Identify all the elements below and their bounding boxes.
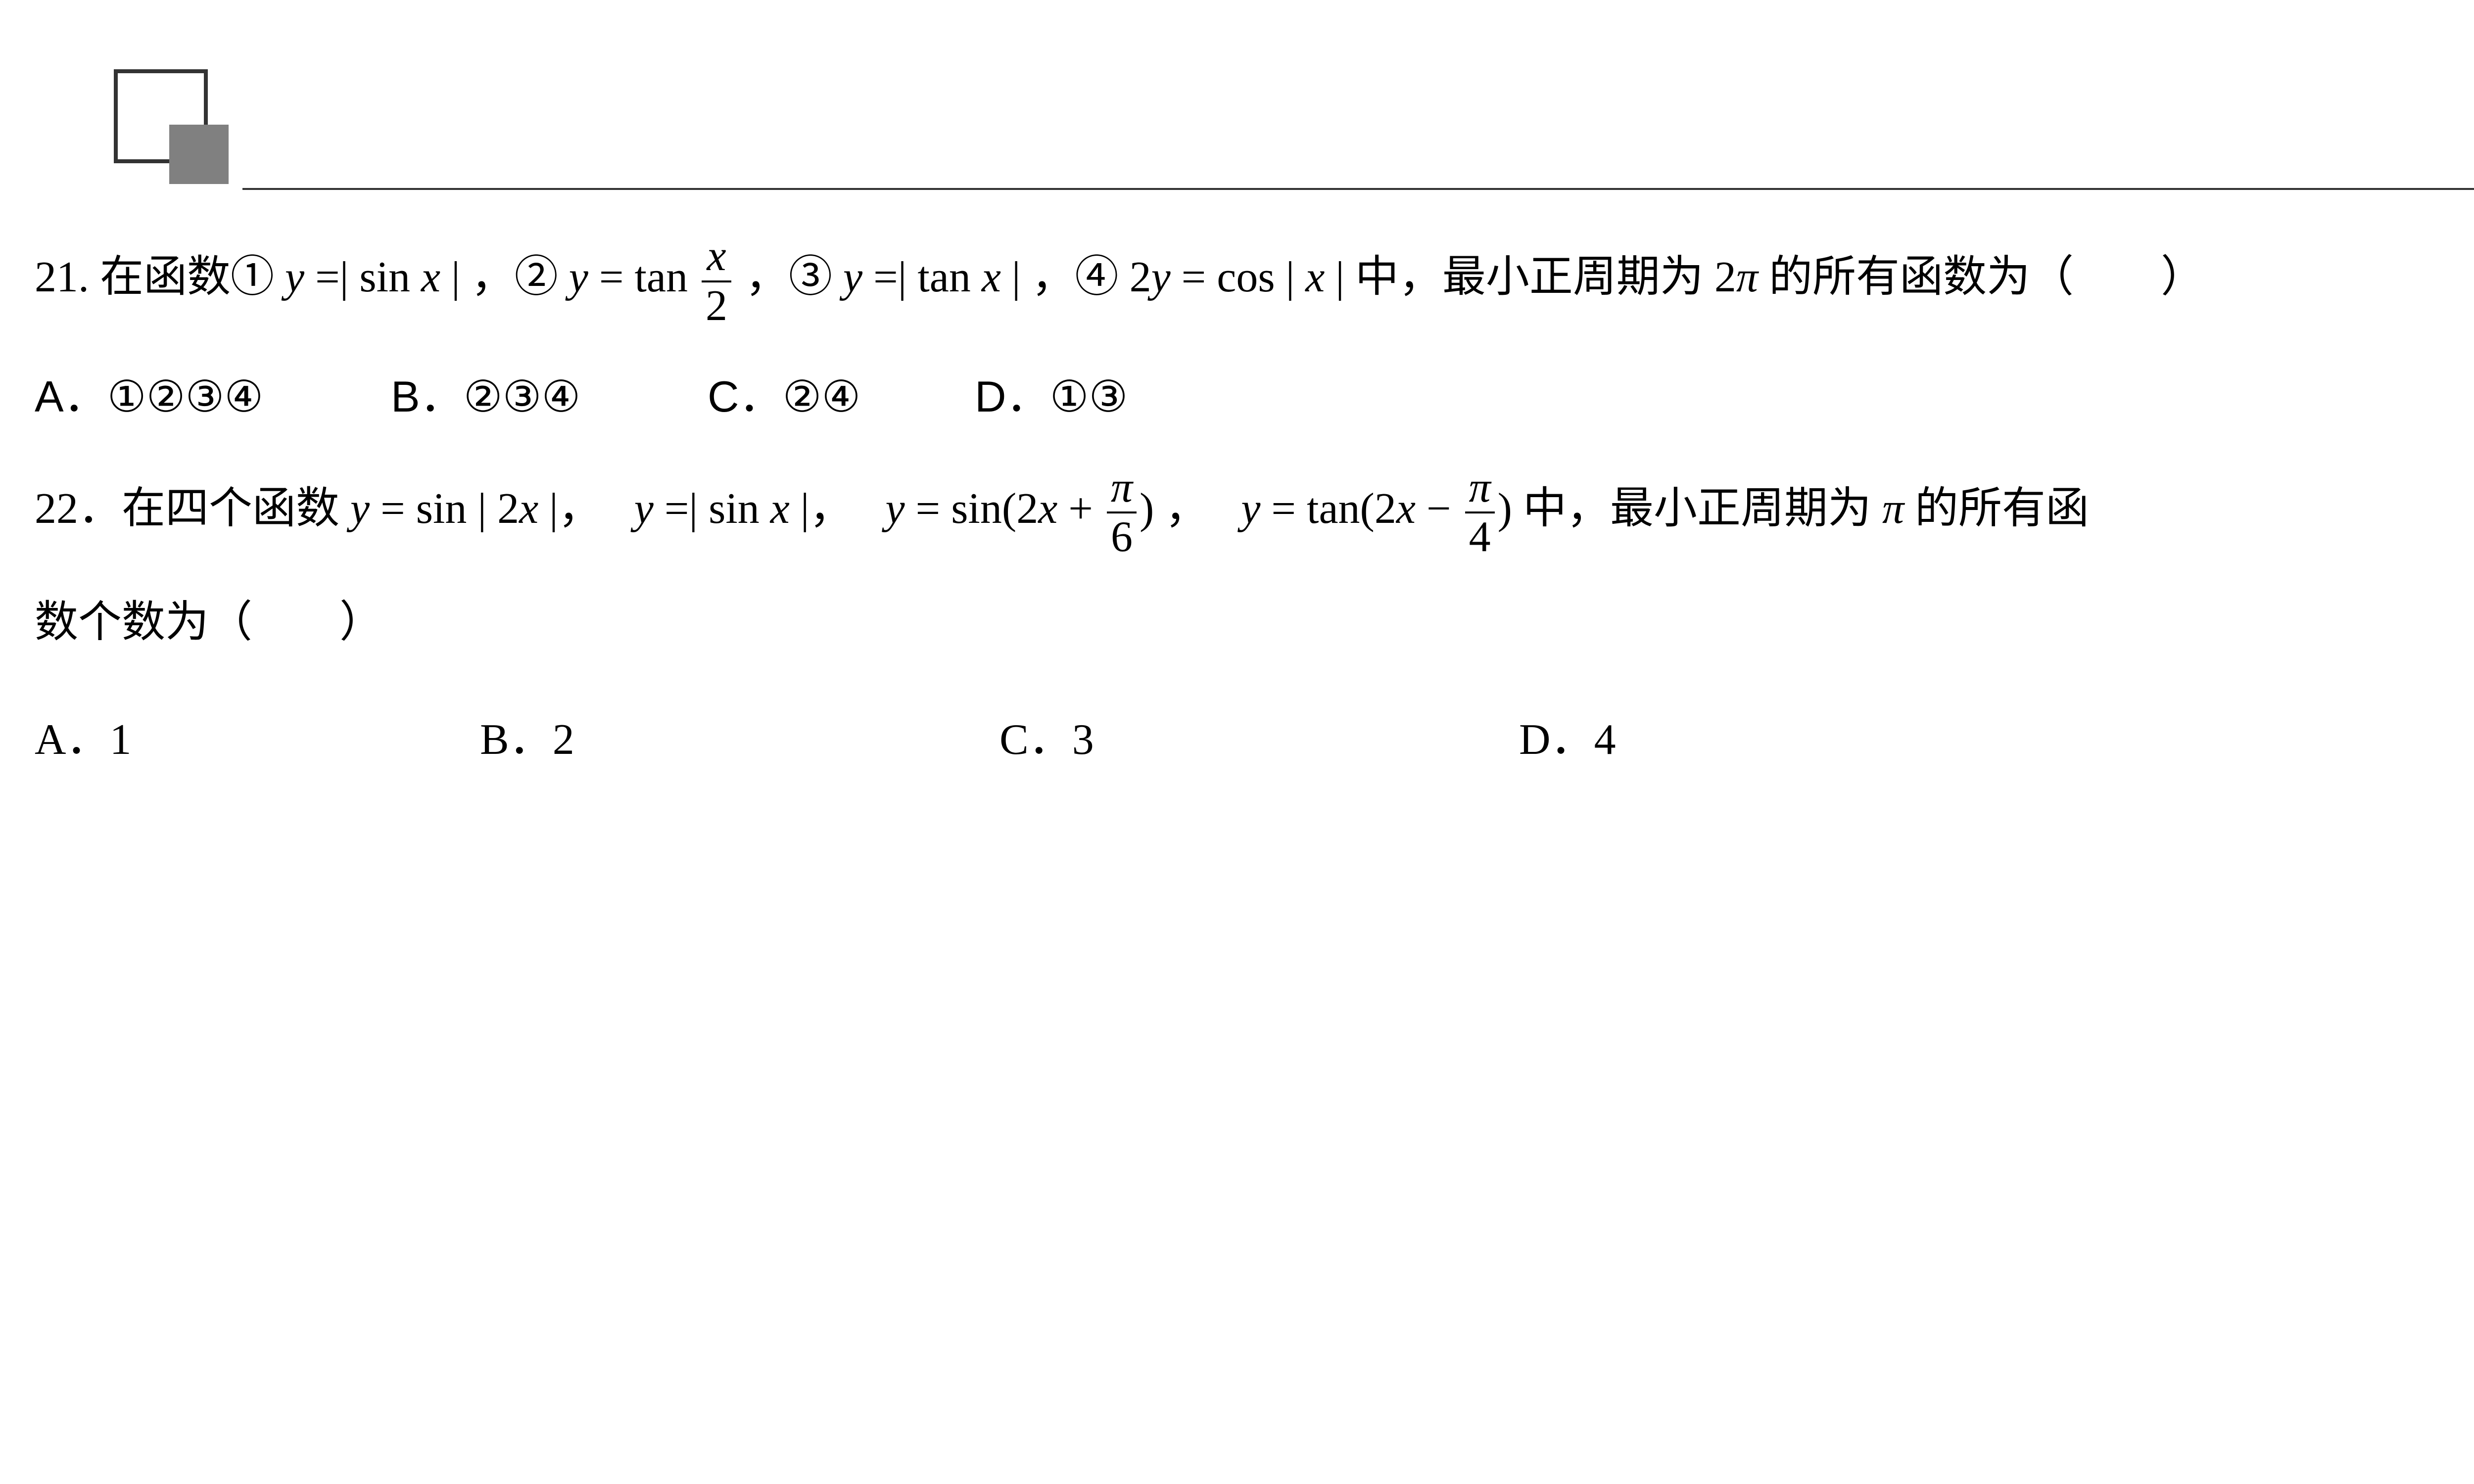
q22-f3: y = sin(2x + π6)	[885, 485, 1154, 533]
q22-opt-b-label: B．	[480, 716, 553, 764]
q21-period: 2π	[1714, 253, 1758, 301]
q21-item2-math: y = tan x2	[569, 253, 734, 301]
page: 21. 在函数① y =| sin x | ，② y = tan x2 ，③ y…	[0, 0, 2474, 1484]
q22-opt-a-text: 1	[110, 716, 132, 764]
q22-period: π	[1882, 485, 1904, 533]
q21-opt-b-label: B．	[391, 372, 464, 421]
q22-option-d[interactable]: D．4	[1519, 698, 1616, 781]
question-21-stem: 21. 在函数① y =| sin x | ，② y = tan x2 ，③ y…	[35, 232, 2474, 330]
q22-options: A．1 B．2 C．3 D．4	[35, 698, 2474, 758]
q21-opt-a-label: A．	[35, 372, 107, 421]
q22-stem-tail1: 的所有函	[1915, 485, 2089, 533]
q21-option-a[interactable]: A．①②③④	[35, 355, 263, 439]
q21-item3-label: ③	[789, 253, 832, 301]
q21-option-d[interactable]: D．①③	[975, 355, 1128, 439]
q21-opt-a-text: ①②③④	[107, 373, 264, 421]
q21-options: A．①②③④ B．②③④ C．②④ D．①③	[35, 355, 2474, 415]
q22-option-c[interactable]: C．3	[999, 698, 1094, 781]
q22-sep1: ，	[558, 485, 623, 533]
q21-sep1: ，	[471, 253, 515, 301]
q21-sep3: ，	[1032, 253, 1075, 301]
q22-f4: y = tan(2x − π4)	[1241, 485, 1512, 533]
q22-opt-b-text: 2	[553, 716, 574, 764]
q21-item4-math: 2y = cos | x |	[1130, 253, 1344, 301]
q21-sep2: ，	[745, 253, 789, 301]
q21-opt-d-text: ①③	[1050, 373, 1128, 421]
q22-f2: y =| sin x |	[634, 485, 809, 533]
logo-inner-square	[169, 125, 229, 184]
logo-outer-square	[114, 69, 208, 163]
q21-item4-label: ④	[1075, 253, 1119, 301]
q22-stem-mid: 中，最小正周期为	[1523, 485, 1871, 533]
q21-opt-c-label: C．	[708, 372, 783, 421]
q22-opt-d-label: D．	[1519, 716, 1594, 764]
q22-f1: y = sin | 2x |	[350, 485, 558, 533]
content-area: 21. 在函数① y =| sin x | ，② y = tan x2 ，③ y…	[35, 232, 2474, 807]
question-22-stem: 22．在四个函数 y = sin | 2x |， y =| sin x |， y…	[35, 464, 2474, 562]
q21-opt-b-text: ②③④	[464, 373, 581, 421]
question-22-stem-line2: 数个数为（ ）	[35, 581, 2474, 664]
q21-item1-math: y =| sin x |	[285, 253, 460, 301]
q21-item1-label: ①	[231, 253, 274, 301]
q21-option-c[interactable]: C．②④	[708, 355, 860, 439]
q22-number: 22．	[35, 485, 122, 533]
q21-stem-pre: 在函数	[100, 253, 231, 301]
q22-opt-a-label: A．	[35, 716, 110, 764]
q21-opt-c-text: ②④	[783, 373, 861, 421]
logo	[114, 69, 208, 163]
q22-opt-d-text: 4	[1594, 716, 1616, 764]
q21-option-b[interactable]: B．②③④	[391, 355, 580, 439]
question-21: 21. 在函数① y =| sin x | ，② y = tan x2 ，③ y…	[35, 232, 2474, 415]
q22-stem-line2-text: 数个数为（ ）	[35, 599, 383, 647]
header-divider	[242, 188, 2474, 190]
q21-number: 21.	[35, 253, 89, 301]
q22-sep2: ，	[809, 485, 874, 533]
q21-stem-tail: 的所有函数为（ ）	[1769, 253, 2204, 301]
q22-opt-c-label: C．	[999, 716, 1072, 764]
q22-option-a[interactable]: A．1	[35, 698, 132, 781]
q22-option-b[interactable]: B．2	[480, 698, 574, 781]
q21-opt-d-label: D．	[975, 372, 1050, 421]
question-22: 22．在四个函数 y = sin | 2x |， y =| sin x |， y…	[35, 464, 2474, 758]
q21-item2-label: ②	[515, 253, 558, 301]
q22-sep3: ，	[1165, 485, 1230, 533]
q22-opt-c-text: 3	[1072, 716, 1094, 764]
q21-stem-mid: 中，最小正周期为	[1355, 253, 1704, 301]
q22-stem-pre: 在四个函数	[122, 485, 350, 533]
q21-item3-math: y =| tan x |	[843, 253, 1021, 301]
